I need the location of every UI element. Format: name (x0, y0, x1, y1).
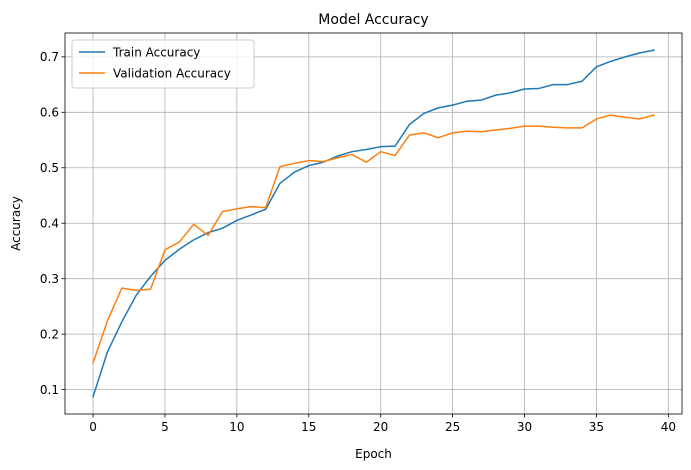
x-axis-label: Epoch (355, 447, 392, 461)
y-tick-label: 0.7 (40, 50, 59, 64)
legend-box (71, 39, 255, 89)
legend-label-train: Train Accuracy (112, 45, 200, 59)
x-tick-label: 35 (589, 420, 604, 434)
y-axis-label: Accuracy (9, 196, 23, 251)
legend-label-validation: Validation Accuracy (113, 66, 231, 80)
x-tick-label: 20 (373, 420, 388, 434)
validation-accuracy-line (92, 114, 655, 364)
ticks: 0 5 10 15 20 25 30 35 40 0.1 0.2 0.3 0.4 0.5 0.6 0.7 (40, 50, 676, 434)
y-tick-label: 0.1 (40, 383, 59, 397)
y-tick-label: 0.6 (40, 106, 59, 120)
x-tick-label: 0 (89, 420, 97, 434)
x-tick-label: 25 (445, 420, 460, 434)
series-layer (92, 49, 655, 398)
y-tick-label: 0.2 (40, 327, 59, 341)
y-tick-label: 0.4 (40, 217, 59, 231)
legend: Train Accuracy Validation Accuracy (71, 39, 255, 89)
x-tick-label: 5 (161, 420, 169, 434)
x-tick-label: 30 (517, 420, 532, 434)
x-tick-label: 10 (229, 420, 244, 434)
chart-title: Model Accuracy (318, 12, 428, 28)
y-tick-label: 0.3 (40, 272, 59, 286)
y-tick-label: 0.5 (40, 161, 59, 175)
grid (65, 33, 682, 414)
train-accuracy-line (92, 49, 655, 398)
x-tick-label: 15 (301, 420, 316, 434)
x-tick-label: 40 (661, 420, 676, 434)
